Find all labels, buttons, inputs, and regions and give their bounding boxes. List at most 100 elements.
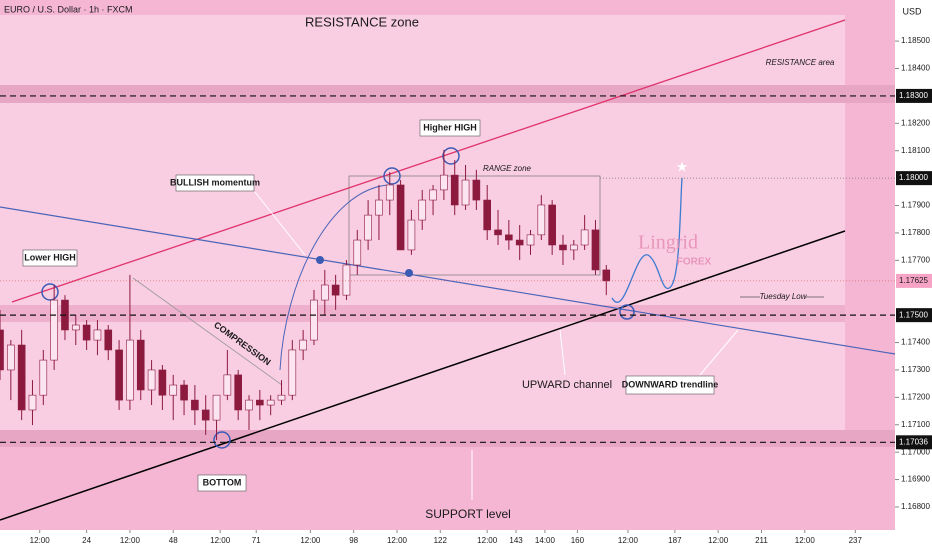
level-label-box bbox=[896, 308, 932, 323]
candle-body bbox=[212, 394, 221, 421]
currency: USD bbox=[902, 6, 922, 16]
candle-body bbox=[515, 239, 524, 246]
watermark: FOREX bbox=[677, 257, 712, 268]
candle-body bbox=[266, 399, 275, 406]
candle-body bbox=[136, 339, 145, 391]
y-tick-label: 1.16900 bbox=[901, 475, 930, 484]
level-label-box bbox=[896, 435, 932, 450]
candle-body bbox=[93, 329, 102, 341]
candle-body bbox=[364, 214, 372, 241]
annotation: UPWARD channel bbox=[522, 379, 612, 391]
x-tick-label: 12:00 bbox=[387, 536, 408, 545]
candle-body bbox=[223, 374, 232, 396]
candle-body bbox=[0, 329, 4, 371]
candle-body bbox=[201, 409, 210, 421]
x-tick-label: 71 bbox=[252, 536, 261, 545]
label-box bbox=[22, 249, 78, 267]
x-tick-label: 187 bbox=[668, 536, 682, 545]
candle-body bbox=[147, 369, 156, 391]
level-label: 1.18000 bbox=[899, 173, 928, 182]
candle-body bbox=[126, 339, 134, 401]
x-tick-label: 12:00 bbox=[708, 536, 729, 545]
candle-body bbox=[526, 234, 535, 246]
y-tick-label: 1.17700 bbox=[901, 255, 930, 264]
momentum-arrow bbox=[279, 184, 389, 371]
x-tick-label: 122 bbox=[434, 536, 448, 545]
candle-body bbox=[505, 234, 513, 241]
resistance-band bbox=[0, 85, 895, 103]
label-box bbox=[197, 474, 247, 492]
candle-body bbox=[602, 269, 611, 282]
callout-line bbox=[699, 329, 739, 376]
x-tick-label: 12:00 bbox=[30, 536, 51, 545]
candle-body bbox=[180, 384, 188, 401]
callout-line bbox=[254, 191, 306, 256]
candle-body bbox=[591, 229, 600, 271]
x-tick-label: 160 bbox=[571, 536, 585, 545]
candle-body bbox=[580, 229, 589, 246]
target-star: ★ bbox=[676, 159, 689, 175]
candle-body bbox=[375, 199, 383, 216]
annotation: RANGE zone bbox=[483, 164, 532, 173]
annotation: Higher HIGH bbox=[423, 122, 477, 132]
touch-dot bbox=[316, 256, 324, 264]
x-tick-label: 12:00 bbox=[300, 536, 321, 545]
y-tick-label: 1.17900 bbox=[901, 201, 930, 210]
annotation: DOWNWARD trendline bbox=[622, 379, 719, 389]
level-label: 1.17500 bbox=[899, 310, 928, 319]
y-tick-label: 1.17000 bbox=[901, 447, 930, 456]
annotation: Lower HIGH bbox=[24, 252, 76, 262]
x-tick-label: 12:00 bbox=[210, 536, 231, 545]
candle-body bbox=[310, 299, 318, 341]
candle-body bbox=[82, 324, 91, 341]
candle-body bbox=[28, 394, 37, 411]
y-tick-label: 1.18200 bbox=[901, 118, 930, 127]
x-tick-label: 143 bbox=[509, 536, 523, 545]
candle-body bbox=[50, 299, 58, 361]
annotation: BULLISH momentum bbox=[170, 177, 260, 187]
candle-body bbox=[559, 244, 567, 251]
candle-body bbox=[342, 264, 351, 296]
level-label-box bbox=[896, 88, 932, 103]
y-tick-label: 1.17100 bbox=[901, 420, 930, 429]
candle-body bbox=[115, 349, 123, 401]
projection-path bbox=[611, 177, 683, 303]
candle-body bbox=[288, 349, 297, 396]
x-tick-label: 12:00 bbox=[477, 536, 498, 545]
channel-top bbox=[11, 19, 846, 303]
candle-body bbox=[256, 399, 264, 406]
candle-body bbox=[299, 339, 307, 351]
support-band bbox=[0, 430, 895, 447]
y-tick-label: 1.17200 bbox=[901, 392, 930, 401]
chart-title: EURO / U.S. Dollar · 1h · FXCM bbox=[4, 4, 133, 14]
candle-body bbox=[494, 229, 502, 236]
candle-body bbox=[440, 174, 448, 191]
x-tick-label: 12:00 bbox=[120, 536, 141, 545]
candle-body bbox=[104, 329, 113, 351]
channel-bottom bbox=[0, 230, 846, 521]
last-price-box bbox=[896, 273, 932, 288]
x-tick-label: 237 bbox=[849, 536, 863, 545]
y-tick-label: 1.17800 bbox=[901, 228, 930, 237]
candle-body bbox=[320, 284, 329, 301]
x-tick-label: 211 bbox=[755, 536, 768, 545]
label-box bbox=[625, 375, 715, 395]
candle-body bbox=[169, 384, 178, 396]
candle-body bbox=[461, 179, 470, 206]
range-box bbox=[348, 175, 601, 276]
touch-dot bbox=[405, 269, 413, 277]
x-tick-label: 24 bbox=[82, 536, 91, 545]
candle-body bbox=[418, 199, 427, 221]
level-label: 1.18300 bbox=[899, 91, 928, 100]
downward-trendline bbox=[0, 206, 896, 355]
candle-body bbox=[17, 344, 26, 411]
x-tick-label: 98 bbox=[349, 536, 358, 545]
candle-body bbox=[158, 369, 167, 396]
candle-body bbox=[472, 179, 481, 201]
y-tick-label: 1.18400 bbox=[901, 64, 930, 73]
candle-body bbox=[7, 344, 15, 371]
candle-body bbox=[548, 204, 556, 246]
candle-body bbox=[537, 204, 546, 236]
candle-body bbox=[407, 219, 416, 251]
level-label-box bbox=[896, 171, 932, 186]
